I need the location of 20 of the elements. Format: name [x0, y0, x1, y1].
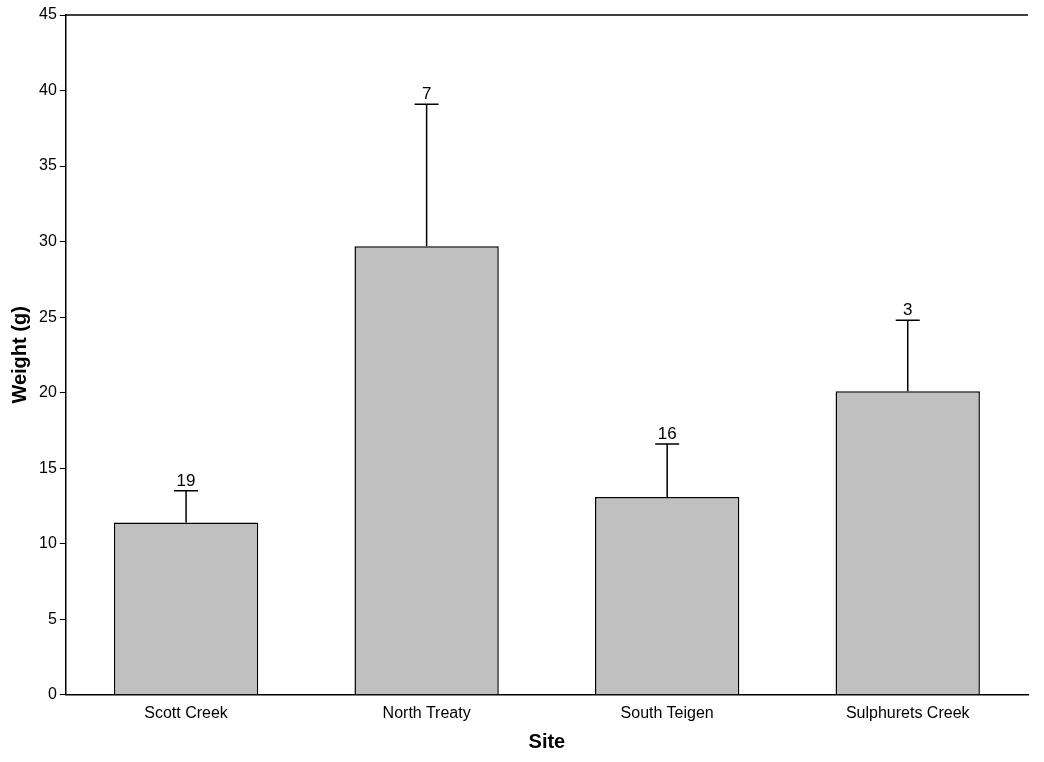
- y-tick-label: 35: [39, 156, 57, 174]
- annotation: 3: [902, 300, 913, 320]
- annotation: 19: [176, 471, 196, 491]
- y-tick-label: 40: [39, 80, 57, 98]
- y-tick-label: 10: [39, 534, 57, 552]
- x-tick-label: Scott Creek: [144, 703, 229, 721]
- annotation: 7: [421, 84, 432, 104]
- y-tick-label: 5: [47, 609, 57, 627]
- y-tick-label: 20: [39, 383, 57, 401]
- x-tick-label: North Treaty: [382, 703, 471, 721]
- y-tick-label: 45: [39, 5, 57, 23]
- x-axis-title: Site: [528, 729, 566, 752]
- annotation: 16: [657, 424, 677, 444]
- y-axis-title: Weight (g): [7, 306, 30, 404]
- y-tick-label: 0: [47, 685, 57, 703]
- x-tick-label: South Teigen: [620, 703, 714, 721]
- y-tick-label: 25: [39, 307, 57, 325]
- y-tick-label: 15: [39, 458, 57, 476]
- y-tick-label: 30: [39, 232, 57, 250]
- x-tick-label: Sulphurets Creek: [845, 703, 971, 721]
